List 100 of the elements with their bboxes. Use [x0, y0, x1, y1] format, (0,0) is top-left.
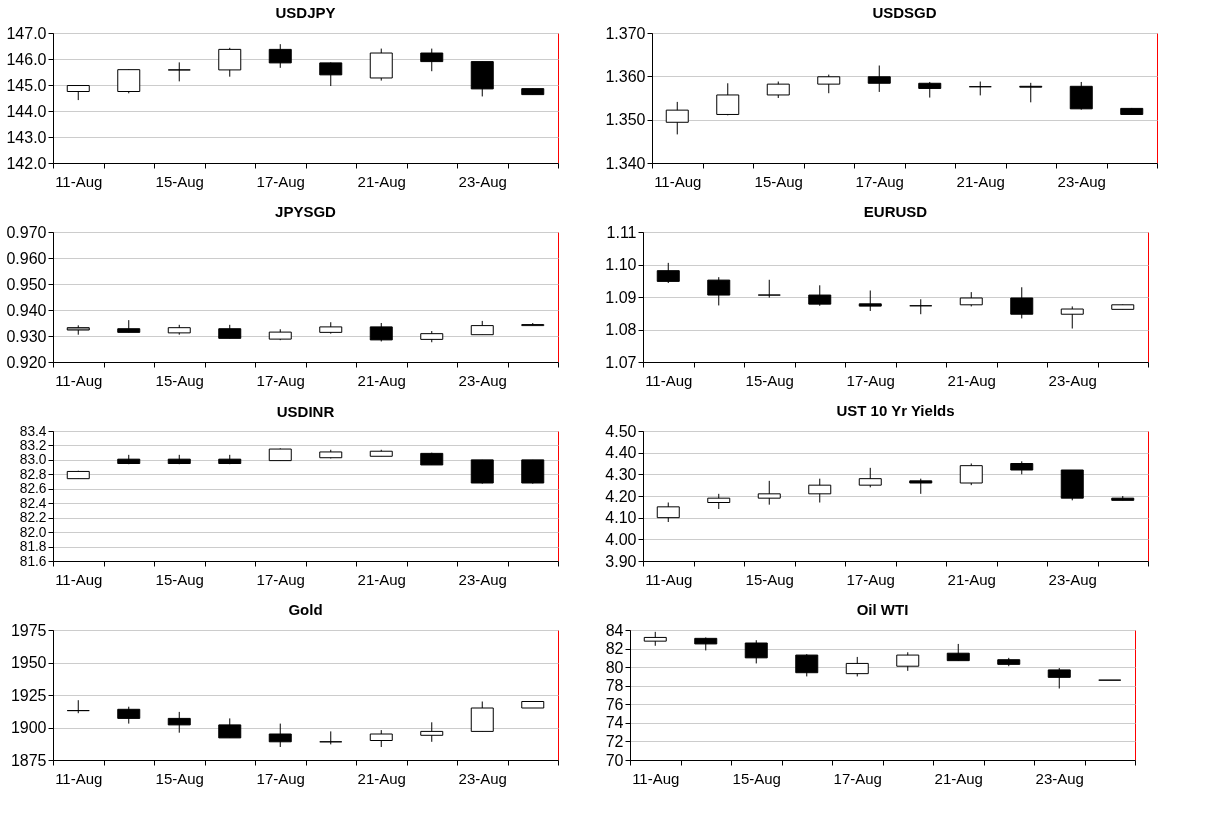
x-tick-label: 17-Aug: [833, 769, 882, 787]
candlestick: [867, 65, 891, 93]
candlestick: [808, 284, 832, 307]
y-tick-label: 74: [605, 714, 624, 732]
x-tick-label: 11-Aug: [645, 371, 693, 389]
x-tick-label: 15-Aug: [155, 570, 204, 588]
candlestick: [1010, 286, 1034, 319]
x-tick-label: 15-Aug: [754, 172, 803, 190]
candlestick: [896, 651, 920, 672]
candlestick: [268, 723, 292, 748]
x-tick-label: 17-Aug: [846, 371, 895, 389]
y-tick-label: 1925: [10, 686, 47, 704]
x-tick-label: 23-Aug: [1048, 570, 1097, 588]
y-tick-label: 82.6: [19, 481, 47, 497]
y-tick-label: 0.920: [6, 353, 47, 371]
y-tick-label: 82.2: [19, 510, 47, 526]
candlestick: [420, 48, 444, 72]
x-tick-label: 17-Aug: [846, 570, 895, 588]
candlestick: [744, 639, 768, 664]
x-tick-label: 11-Aug: [632, 769, 680, 787]
x-tick-label: 21-Aug: [956, 172, 1005, 190]
y-tick-label: 1.09: [605, 288, 637, 306]
x-tick-label: 17-Aug: [256, 371, 305, 389]
candlestick: [167, 711, 191, 734]
candlestick: [1047, 667, 1071, 689]
x-tick-label: 21-Aug: [357, 371, 406, 389]
x-tick-label: 15-Aug: [745, 570, 794, 588]
y-tick-label: 1.360: [605, 67, 646, 85]
x-tick-label: 21-Aug: [947, 570, 996, 588]
candlestick: [656, 502, 680, 523]
y-tick-label: 1975: [10, 621, 47, 639]
candlestick: [858, 290, 882, 312]
y-tick-label: 0.940: [6, 301, 47, 319]
y-tick-label: 4.20: [605, 487, 637, 505]
x-tick-label: 17-Aug: [256, 769, 305, 787]
chart-title: JPYSGD: [275, 203, 337, 220]
candlestick: [858, 467, 882, 488]
candlestick: [218, 47, 242, 78]
x-tick-label: 11-Aug: [55, 371, 103, 389]
candlestick: [1060, 305, 1084, 330]
candlestick: [319, 61, 343, 87]
x-tick-label: 11-Aug: [654, 172, 702, 190]
x-tick-label: 17-Aug: [256, 570, 305, 588]
y-tick-label: 146.0: [6, 50, 47, 68]
candlestick: [909, 298, 933, 315]
x-tick-label: 23-Aug: [1057, 172, 1106, 190]
candlestick: [959, 463, 983, 486]
y-tick-label: 1.11: [606, 223, 637, 241]
x-tick-label: 23-Aug: [1035, 769, 1084, 787]
y-tick-label: 143.0: [6, 128, 47, 146]
y-tick-label: 1.370: [605, 24, 646, 42]
x-tick-label: 11-Aug: [55, 769, 103, 787]
y-tick-label: 4.30: [605, 465, 637, 483]
y-tick-label: 1.340: [605, 154, 646, 172]
y-tick-label: 1900: [10, 719, 47, 736]
candlestick: [845, 656, 869, 677]
y-tick-label: 1.10: [605, 256, 637, 273]
candlestick: [757, 480, 781, 506]
x-tick-label: 23-Aug: [1048, 371, 1097, 389]
x-tick-label: 17-Aug: [256, 172, 305, 190]
candlestick: [167, 61, 191, 82]
y-tick-label: 147.0: [6, 24, 47, 42]
chart-title: Gold: [288, 601, 323, 618]
y-tick-label: 1875: [10, 751, 47, 769]
y-tick-label: 82.0: [19, 524, 47, 540]
candlestick: [817, 74, 841, 94]
y-tick-label: 83.2: [19, 437, 47, 453]
x-tick-label: 15-Aug: [155, 172, 204, 190]
y-tick-label: 76: [605, 695, 624, 713]
x-tick-label: 17-Aug: [855, 172, 904, 190]
y-tick-label: 78: [605, 677, 624, 695]
y-tick-label: 82: [605, 640, 624, 658]
candlestick: [656, 262, 680, 284]
y-tick-label: 1.08: [605, 321, 637, 338]
x-tick-label: 21-Aug: [947, 371, 996, 389]
candlestick: [66, 699, 90, 714]
x-tick-label: 21-Aug: [357, 570, 406, 588]
y-tick-label: 1.350: [605, 111, 646, 129]
y-tick-label: 4.40: [605, 444, 637, 462]
x-tick-label: 11-Aug: [55, 172, 103, 190]
x-tick-label: 15-Aug: [155, 371, 204, 389]
candlestick: [716, 82, 740, 116]
x-tick-label: 23-Aug: [458, 769, 507, 787]
candlestick: [795, 653, 819, 677]
chart-title: EURUSD: [863, 203, 928, 220]
x-tick-label: 21-Aug: [934, 769, 983, 787]
y-tick-label: 81.6: [19, 553, 47, 569]
y-tick-label: 0.930: [6, 327, 47, 345]
candlestick: [1069, 81, 1093, 111]
y-tick-label: 0.970: [6, 223, 47, 241]
y-tick-label: 144.0: [6, 102, 47, 120]
x-tick-label: 15-Aug: [155, 769, 204, 787]
candlestick: [470, 701, 494, 732]
y-tick-label: 4.10: [605, 509, 637, 527]
candlestick: [665, 101, 689, 135]
y-tick-label: 142.0: [6, 154, 47, 172]
candlestick: [707, 276, 731, 306]
x-tick-label: 11-Aug: [55, 570, 103, 588]
candlestick: [470, 459, 494, 485]
y-tick-label: 81.8: [19, 539, 47, 555]
